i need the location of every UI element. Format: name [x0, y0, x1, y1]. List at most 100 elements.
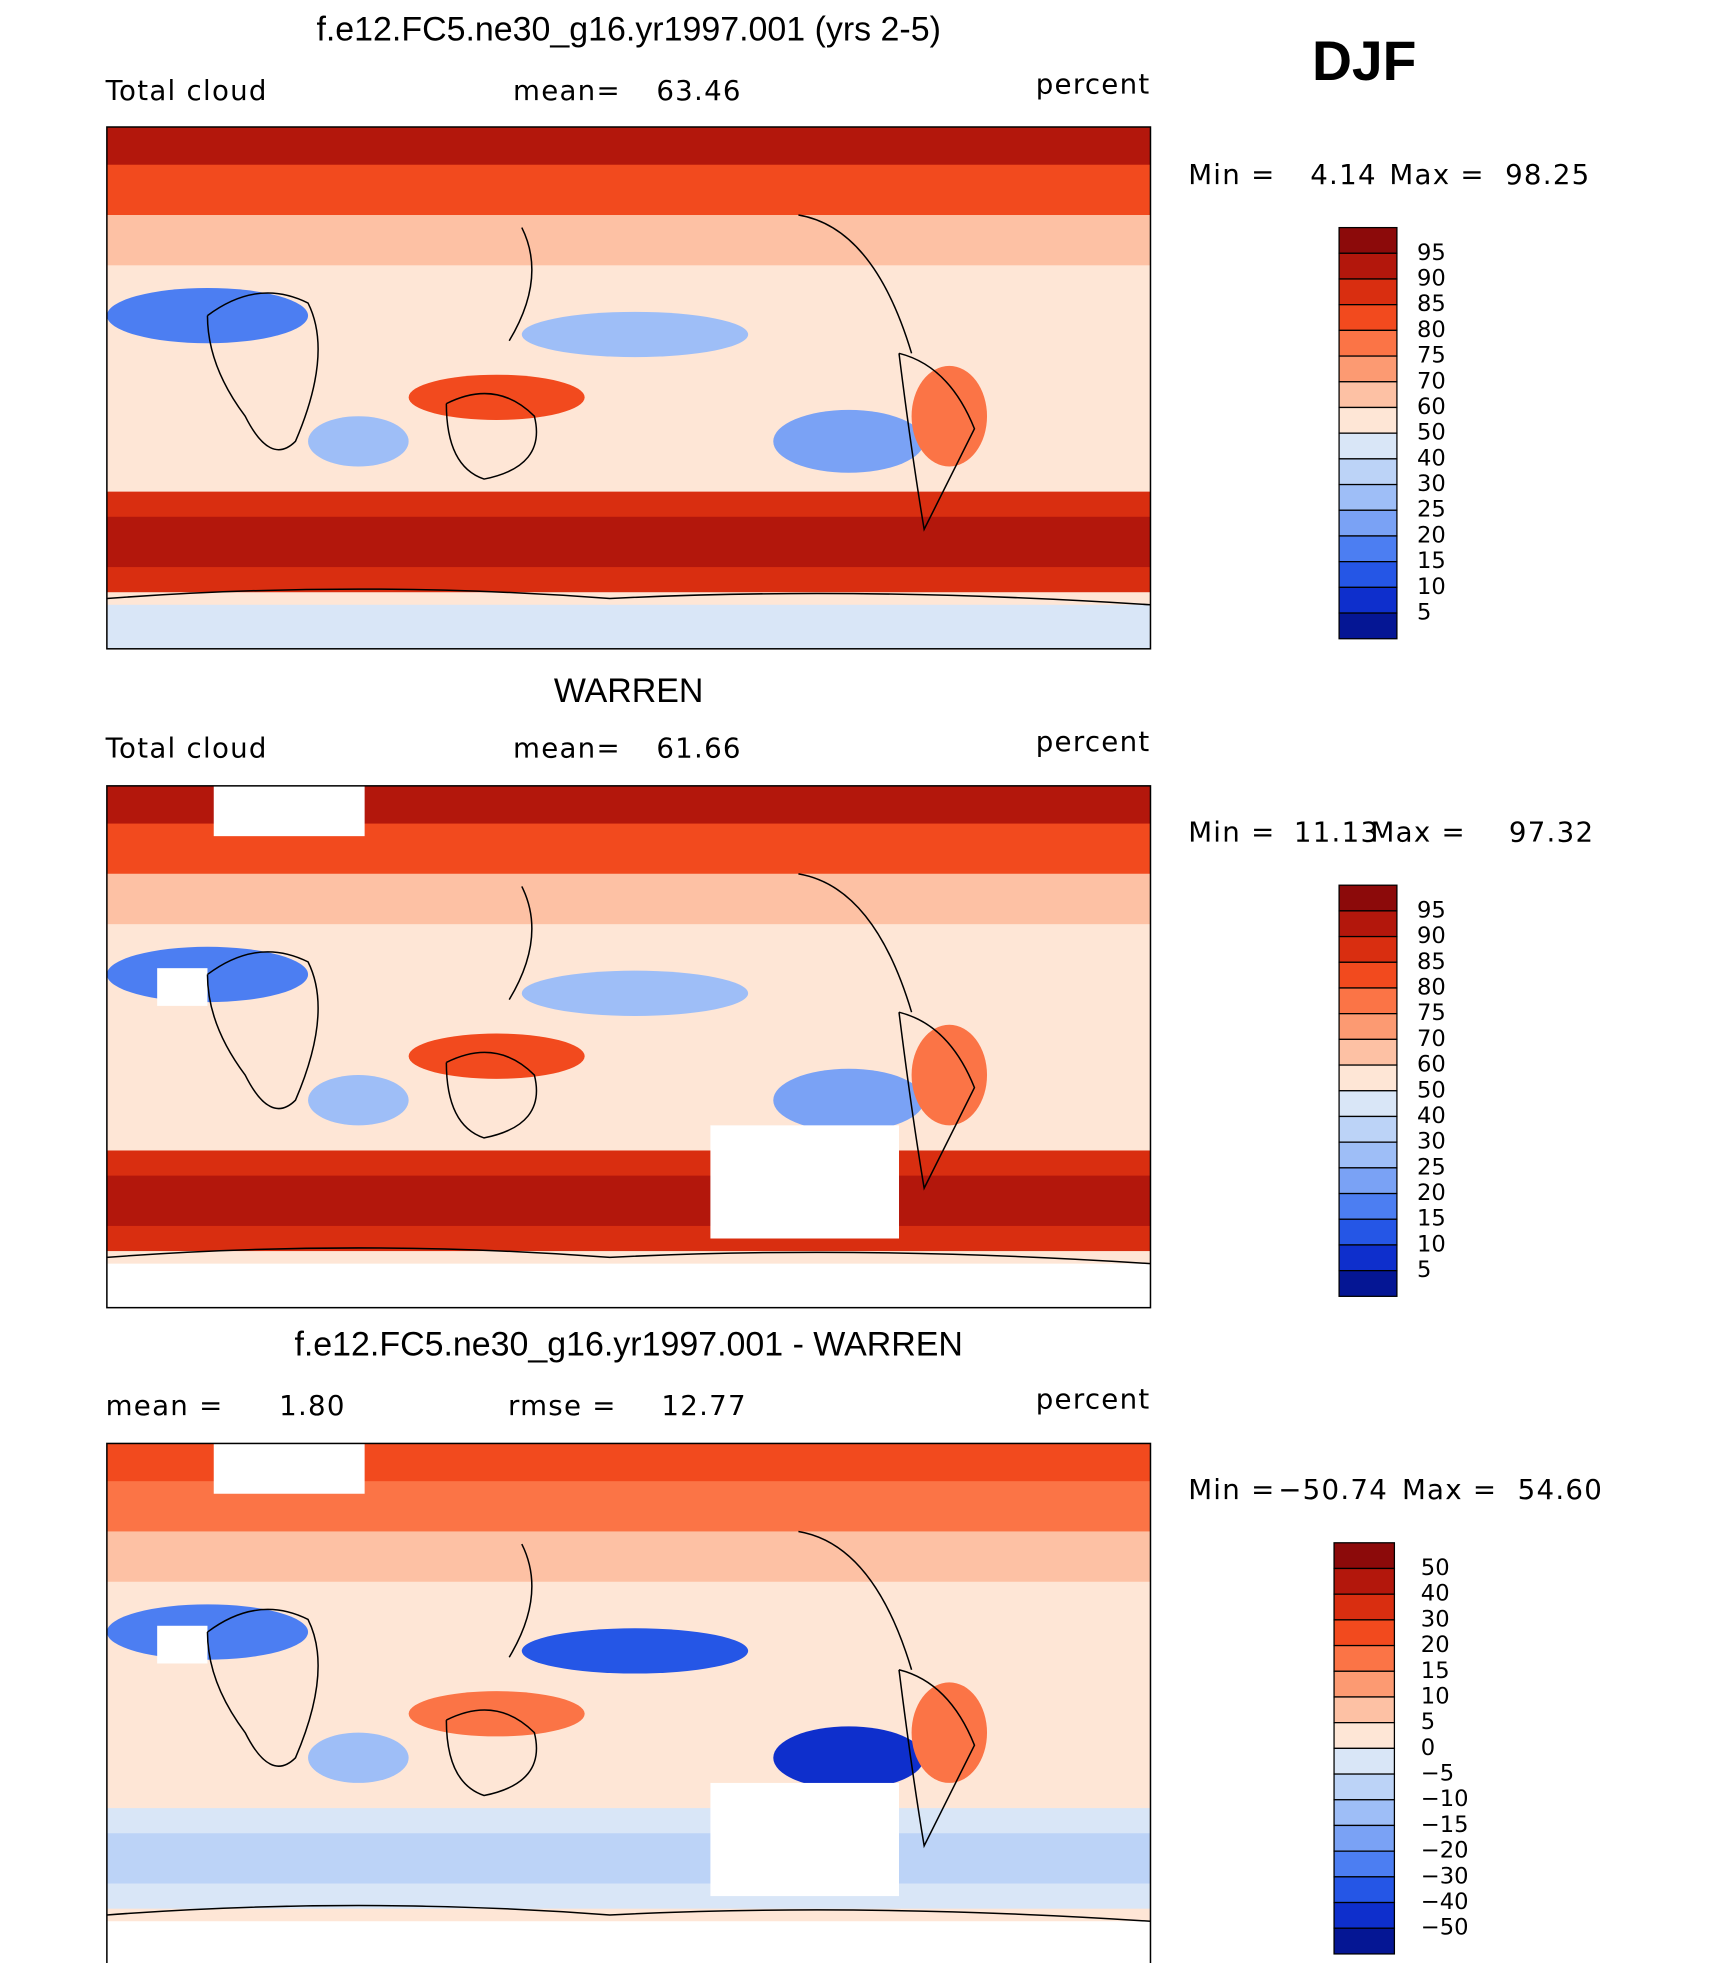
map-shading — [213, 1443, 365, 1494]
min-value: 11.13 — [1294, 816, 1379, 849]
colorbar-label: −50 — [1421, 1915, 1469, 1941]
colorbar-box — [1338, 509, 1398, 537]
colorbar-label: 15 — [1421, 1658, 1450, 1684]
colorbar-box — [1338, 561, 1398, 588]
colorbar-label: 25 — [1417, 1154, 1446, 1180]
colorbar-box — [1338, 1064, 1398, 1092]
colorbar-box — [1338, 1244, 1398, 1272]
max-value: 54.60 — [1518, 1473, 1603, 1506]
colorbar-box — [1338, 1192, 1398, 1220]
map-shading — [308, 416, 409, 467]
colorbar-label: 5 — [1421, 1709, 1435, 1735]
colorbar-label: 20 — [1417, 522, 1446, 548]
colorbar-label: 90 — [1417, 265, 1446, 291]
map-shading — [106, 215, 1151, 266]
map-shading — [911, 365, 988, 467]
colorbar-box — [1338, 406, 1398, 434]
colorbar-label: 95 — [1417, 240, 1446, 266]
colorbar-label: −15 — [1421, 1812, 1469, 1838]
max-label: Max = — [1389, 158, 1484, 191]
map-shading — [521, 311, 749, 358]
colorbar-label: 5 — [1417, 600, 1431, 626]
units-label: percent — [1036, 68, 1151, 101]
colorbar-label: 40 — [1417, 1103, 1446, 1129]
map-shading — [911, 1682, 988, 1783]
stat-value: 61.66 — [656, 731, 741, 764]
colorbar-box — [1338, 1270, 1398, 1297]
coastline — [106, 1530, 1151, 1922]
min-value: 4.14 — [1310, 158, 1377, 191]
colorbar-box — [1338, 1141, 1398, 1169]
colorbar-box — [1338, 612, 1398, 640]
panel-title: f.e12.FC5.ne30_g16.yr1997.001 (yrs 2-5) — [316, 10, 940, 48]
coastline — [106, 873, 1151, 1265]
max-label: Max = — [1402, 1473, 1497, 1506]
colorbar-label: 75 — [1417, 343, 1446, 369]
max-label: Max = — [1371, 816, 1466, 849]
map-shading — [106, 873, 1151, 925]
colorbar-box — [1338, 355, 1398, 383]
colorbar-box — [1338, 935, 1398, 963]
colorbar-label: −20 — [1421, 1838, 1469, 1864]
colorbar-box — [1338, 1013, 1398, 1040]
colorbar-box — [1338, 304, 1398, 332]
colorbar-box — [1333, 1644, 1396, 1672]
map-shading — [106, 1263, 1151, 1308]
colorbar-box — [1333, 1747, 1396, 1775]
min-label: Min = — [1188, 816, 1275, 849]
colorbar-label: −40 — [1421, 1889, 1469, 1915]
map-shading — [773, 1726, 925, 1790]
colorbar-box — [1333, 1567, 1396, 1595]
colorbar-label: −10 — [1421, 1786, 1469, 1812]
map-shading — [157, 968, 208, 1006]
colorbar-label: 30 — [1421, 1606, 1450, 1632]
colorbar-box — [1338, 1090, 1398, 1118]
colorbar-box — [1333, 1901, 1396, 1929]
map-shading — [106, 127, 1151, 165]
colorbar-box — [1338, 1167, 1398, 1195]
colorbar-label: 20 — [1421, 1632, 1450, 1658]
colorbar-label: 60 — [1417, 1052, 1446, 1078]
map-shading — [773, 409, 925, 473]
left-label: mean = — [106, 1389, 224, 1422]
colorbar-label: 85 — [1417, 291, 1446, 317]
map-shading — [213, 785, 365, 837]
min-value: −50.74 — [1278, 1473, 1388, 1506]
map — [106, 127, 1151, 649]
season-label: DJF — [1312, 30, 1417, 92]
colorbar-box — [1338, 884, 1398, 912]
map-shading — [521, 970, 749, 1016]
map-shading — [408, 1033, 585, 1079]
panel-title: WARREN — [554, 672, 704, 710]
map-shading — [106, 516, 1151, 568]
map-shading — [157, 1625, 208, 1664]
colorbar-label: 10 — [1417, 574, 1446, 600]
colorbar-label: 70 — [1417, 1026, 1446, 1052]
map-shading — [408, 1691, 585, 1737]
map-shading — [106, 1921, 1151, 1963]
colorbar-box — [1333, 1722, 1396, 1749]
colorbar-label: 80 — [1417, 974, 1446, 1000]
colorbar-label: 70 — [1417, 368, 1446, 394]
colorbar-label: 50 — [1421, 1555, 1450, 1581]
colorbar-label: 50 — [1417, 420, 1446, 446]
colorbar-box — [1333, 1773, 1396, 1801]
min-label: Min = — [1188, 158, 1275, 191]
coastline — [106, 214, 1151, 606]
stat-label: mean= — [513, 731, 621, 764]
colorbar-label: 95 — [1417, 897, 1446, 923]
map-shading — [308, 1732, 409, 1783]
colorbar-label: −30 — [1421, 1863, 1469, 1889]
colorbar-box — [1333, 1593, 1396, 1621]
panel-title: f.e12.FC5.ne30_g16.yr1997.001 - WARREN — [294, 1326, 962, 1364]
colorbar-box — [1333, 1824, 1396, 1852]
colorbar-box — [1333, 1876, 1396, 1904]
colorbar-box — [1338, 432, 1398, 460]
colorbar-box — [1338, 910, 1398, 938]
colorbar-box — [1333, 1850, 1396, 1878]
map-shading — [106, 1175, 1151, 1226]
colorbar-box — [1338, 458, 1398, 486]
map-shading — [521, 1628, 749, 1674]
colorbar-box — [1338, 252, 1398, 280]
colorbar-label: 5 — [1417, 1257, 1431, 1283]
